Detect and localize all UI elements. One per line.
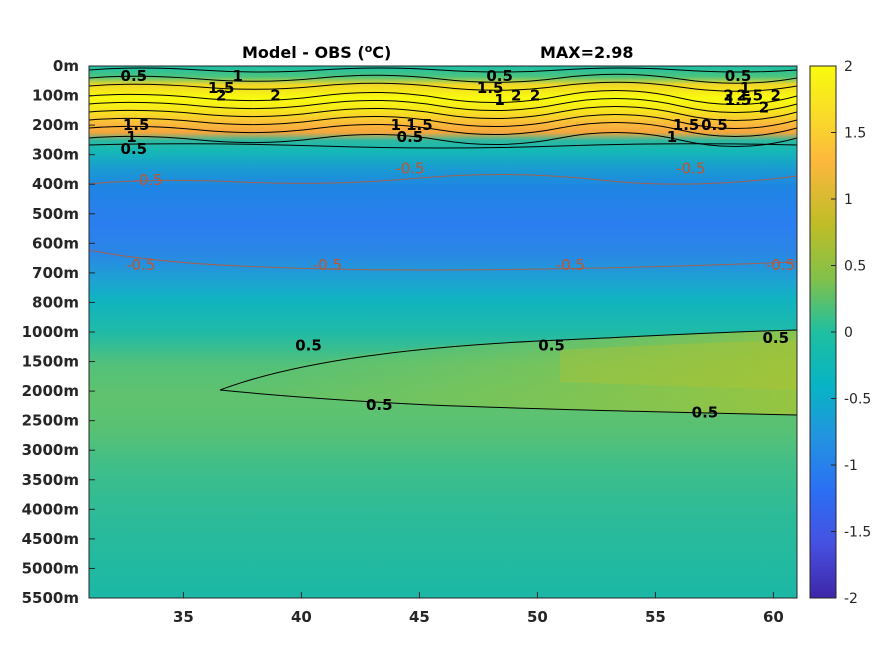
x-tick-label: 55: [645, 608, 666, 626]
contour-label: 1: [494, 91, 504, 109]
warm-anomaly-region: [220, 330, 797, 415]
contour-label: 2: [759, 99, 769, 117]
y-tick-label: 4500m: [22, 530, 79, 548]
contour-line: [219, 389, 797, 416]
contour-line: [89, 73, 797, 84]
y-tick-label: 5000m: [22, 559, 79, 577]
contour-line: [219, 329, 797, 391]
contour-label: -0.5: [126, 256, 155, 274]
y-tick-label: 800m: [32, 293, 79, 311]
contour-line: [89, 67, 797, 73]
contour-line: [89, 122, 797, 138]
contour-label: 1: [740, 79, 750, 97]
contour-label: -0.5: [766, 256, 795, 274]
contour-label: 0.5: [762, 329, 789, 347]
contour-label: 1: [232, 67, 242, 85]
x-tick-label: 60: [763, 608, 784, 626]
contour-label: 2: [530, 87, 540, 105]
colorbar-ticks: 2 1.5 1 0.5 0 -0.5 -1 -1.5 -2: [831, 59, 871, 607]
y-tick-label: 600m: [32, 234, 79, 252]
contour-label: 1.5: [208, 79, 235, 97]
contour-line: [89, 132, 797, 148]
contour-label: -0.5: [556, 256, 585, 274]
chart-title: Model - OBS (oC): [242, 42, 391, 62]
contour-label: -0.5: [395, 160, 424, 178]
contour-label: 1.5: [725, 91, 752, 109]
y-tick-label: 400m: [32, 175, 79, 193]
heatmap-field: [89, 66, 797, 598]
contour-line: [89, 81, 797, 92]
contour-label: 0.5: [121, 140, 148, 158]
y-tick-label: 1500m: [22, 353, 79, 371]
y-tick-label: 2000m: [22, 382, 79, 400]
contour-label: 0.5: [486, 67, 513, 85]
warm-anomaly-core: [560, 340, 797, 390]
y-tick-label: 2500m: [22, 412, 79, 430]
y-tick-label: 500m: [32, 205, 79, 223]
contour-label: 0.5: [366, 396, 393, 414]
x-tick-label: 45: [409, 608, 430, 626]
y-tick-label: 700m: [32, 264, 79, 282]
contour-label: 0.5: [121, 67, 148, 85]
x-tick-label: 40: [291, 608, 312, 626]
contour-label: -0.5: [133, 171, 162, 189]
contour-label: 2: [511, 87, 521, 105]
contour-label: 1.5: [477, 79, 504, 97]
colorbar-tick-label: -1.5: [844, 525, 871, 541]
colorbar-tick-label: -1: [844, 458, 858, 474]
contour-label: -0.5: [313, 256, 342, 274]
contour-label: 0.5: [725, 67, 752, 85]
y-tick-label: 300m: [32, 146, 79, 164]
contour-label: 2: [723, 87, 733, 105]
y-tick-label: 100m: [32, 87, 79, 105]
contour-label: 0.5: [701, 116, 728, 134]
contour-line: [89, 143, 797, 149]
contour-label: 2: [771, 87, 781, 105]
contour-label: 1.5: [673, 116, 700, 134]
contour-line: [89, 98, 797, 114]
contour-label: 0.5: [397, 128, 424, 146]
contour-label: 1: [126, 128, 136, 146]
colorbar-tick-label: 1: [844, 192, 853, 208]
contour-label: 0.5: [538, 337, 565, 355]
colorbar-tick-label: -0.5: [844, 392, 871, 408]
colorbar-tick-label: 2: [844, 59, 853, 75]
contour-label: 0.5: [692, 404, 719, 422]
y-tick-label: 3500m: [22, 471, 79, 489]
contour-label: 1.5: [123, 116, 150, 134]
contour-line-negative: [89, 173, 797, 185]
x-tick-label: 35: [173, 608, 194, 626]
y-axis-ticks: 0m 100m 200m 300m 400m 500m 600m 700m 800m 1000m 1…: [22, 57, 95, 607]
colorbar-tick-label: 1.5: [844, 126, 866, 142]
y-tick-label: 0m: [53, 57, 79, 75]
contour-label: 1: [391, 116, 401, 134]
contour-line-negative: [89, 249, 797, 271]
max-label: MAX=2.98: [540, 43, 634, 62]
contour-label: 2: [216, 87, 226, 105]
contour-label: 2: [270, 87, 280, 105]
contour-labels: 0.5 11.5 221.510.50.51.51 221 1.50.50.511.52…: [121, 67, 796, 422]
contour-line: [89, 114, 797, 130]
colorbar-tick-label: 0: [844, 325, 853, 341]
colorbar-tick-label: -2: [844, 591, 858, 607]
contour-label: -0.5: [676, 160, 705, 178]
y-tick-label: 4000m: [22, 500, 79, 518]
y-tick-label: 3000m: [22, 441, 79, 459]
y-tick-label: 200m: [32, 116, 79, 134]
y-tick-label: 5500m: [22, 589, 79, 607]
contour-label: 2.5: [737, 87, 764, 105]
y-tick-label: 1000m: [22, 323, 79, 341]
x-tick-label: 50: [527, 608, 548, 626]
contour-label: 0.5: [295, 337, 322, 355]
x-axis-ticks: 35 40 45 50 55 60: [173, 592, 784, 626]
contour-line: [89, 106, 797, 122]
contour-line: [89, 90, 797, 106]
contour-label: 1.5: [406, 116, 433, 134]
contour-label: 1: [667, 128, 677, 146]
colorbar-tick-label: 0.5: [844, 259, 866, 275]
